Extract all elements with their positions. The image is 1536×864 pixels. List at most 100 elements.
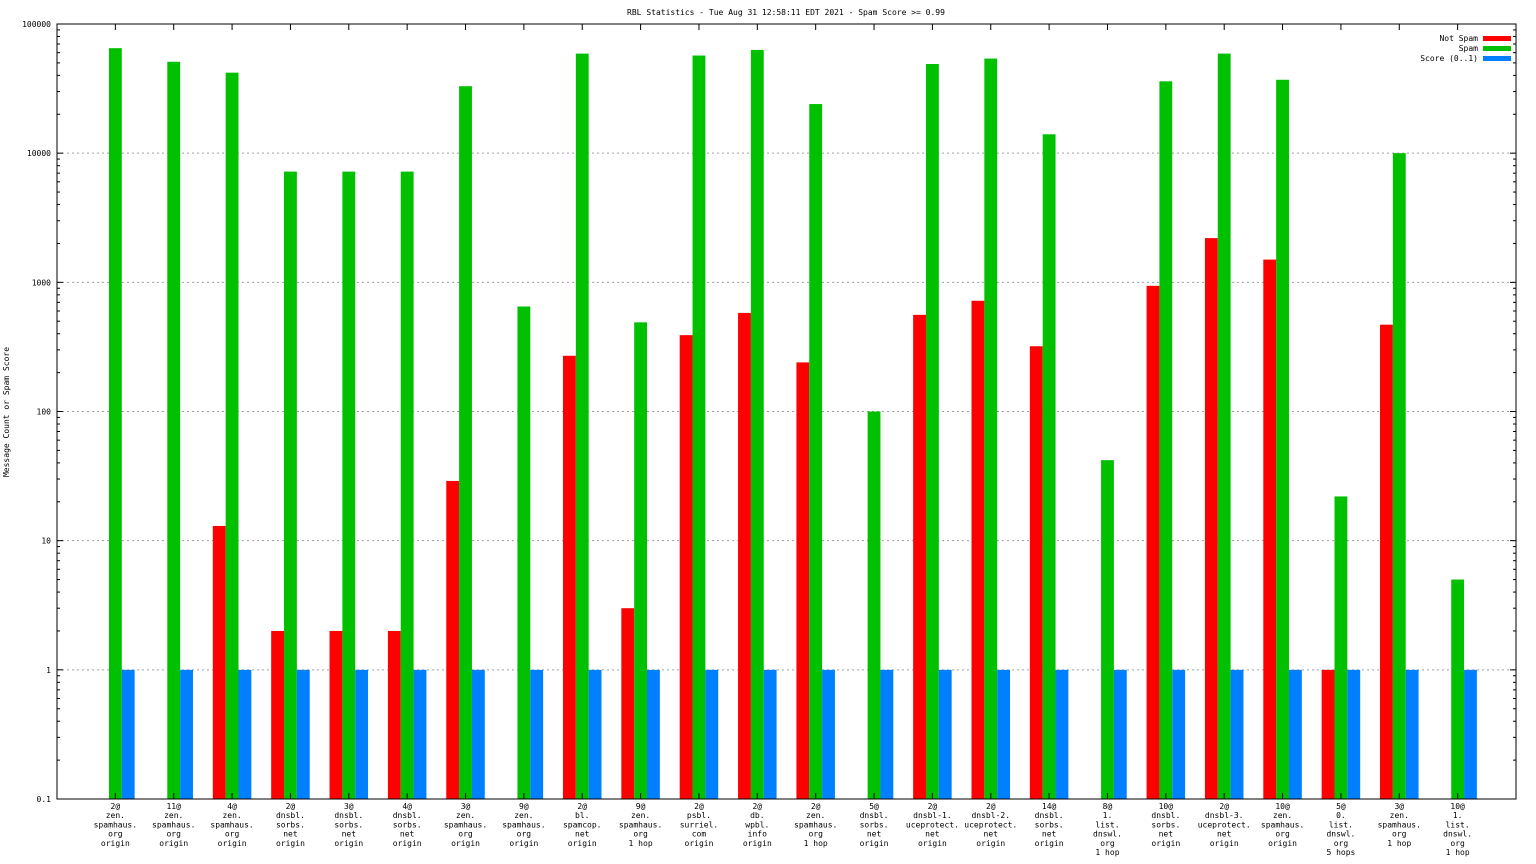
x-tick-label: org <box>1450 839 1465 848</box>
x-tick-label: 8@ <box>1103 802 1113 811</box>
bar <box>1101 460 1114 799</box>
y-tick-label: 10 <box>41 537 51 546</box>
y-tick-label: 100 <box>37 408 52 417</box>
x-tick-label: 2@ <box>752 802 762 811</box>
bar <box>446 480 460 799</box>
x-tick-label: origin <box>159 839 188 848</box>
x-tick-label: org <box>225 830 240 839</box>
x-tick-label: net <box>1042 830 1057 839</box>
bar <box>342 171 356 800</box>
x-tick-label: dnswl. <box>1093 830 1122 839</box>
bar <box>575 53 589 800</box>
bar <box>647 669 660 799</box>
x-tick-label: bl. <box>575 811 589 820</box>
x-tick-label: dnsbl. <box>860 811 889 820</box>
x-tick-label: 2@ <box>286 802 296 811</box>
bar <box>1042 134 1056 799</box>
x-tick-label: 9@ <box>519 802 529 811</box>
x-tick-label: dnsbl. <box>334 811 363 820</box>
bar <box>1405 669 1419 799</box>
x-tick-label: 10@ <box>1275 802 1290 811</box>
bar <box>180 669 193 799</box>
x-tick-label: 3@ <box>1394 802 1404 811</box>
x-tick-label: org <box>108 830 123 839</box>
bar <box>971 300 985 799</box>
bar <box>1217 53 1231 800</box>
bar <box>1159 81 1173 800</box>
bar <box>822 669 835 799</box>
bar <box>530 669 544 799</box>
y-tick-label: 100000 <box>22 20 51 29</box>
x-tick-label: dnswl. <box>1443 830 1472 839</box>
x-tick-label: origin <box>334 839 363 848</box>
x-tick-label: sorbs. <box>334 820 363 829</box>
bar <box>763 669 777 799</box>
x-tick-label: zen. <box>631 811 650 820</box>
x-tick-label: surriel. <box>680 820 719 829</box>
y-tick-label: 1000 <box>32 278 51 287</box>
x-tick-label: origin <box>568 839 597 848</box>
bar <box>1334 496 1348 799</box>
y-tick-label: 0.1 <box>37 795 52 804</box>
x-tick-label: net <box>575 830 590 839</box>
bar <box>997 669 1011 799</box>
y-axis-label: Message Count or Spam Score <box>2 347 11 477</box>
x-tick-label: net <box>1217 830 1232 839</box>
x-tick-label: spamhaus. <box>502 820 545 829</box>
bar <box>1113 669 1127 799</box>
bar <box>588 669 602 799</box>
x-tick-label: org <box>458 830 473 839</box>
bar <box>1146 285 1160 799</box>
bar <box>809 104 823 800</box>
bar <box>271 630 285 799</box>
x-tick-label: origin <box>451 839 480 848</box>
bar <box>212 525 226 799</box>
bar <box>413 669 427 799</box>
bar <box>1276 79 1289 800</box>
legend-swatch <box>1483 46 1511 51</box>
bar <box>679 335 693 799</box>
bar <box>329 630 343 799</box>
x-tick-label: 11@ <box>166 802 181 811</box>
bar <box>387 630 401 799</box>
x-tick-label: origin <box>101 839 130 848</box>
x-tick-label: org <box>1334 839 1349 848</box>
x-tick-label: net <box>984 830 999 839</box>
x-tick-label: psbl. <box>687 811 711 820</box>
x-tick-label: dnsbl. <box>393 811 422 820</box>
x-tick-label: wpbl. <box>745 820 769 829</box>
bar <box>562 355 576 799</box>
x-tick-label: net <box>867 830 882 839</box>
x-tick-label: 2@ <box>577 802 587 811</box>
x-tick-label: spamhaus. <box>444 820 487 829</box>
x-tick-label: uceprotect. <box>1198 820 1251 829</box>
x-tick-label: spamcop. <box>563 820 602 829</box>
x-tick-label: 0. <box>1336 811 1346 820</box>
bar <box>938 669 952 799</box>
x-tick-label: origin <box>1151 839 1180 848</box>
x-tick-label: uceprotect. <box>906 820 959 829</box>
x-tick-label: origin <box>509 839 538 848</box>
x-tick-label: org <box>1275 830 1290 839</box>
x-tick-label: zen. <box>1390 811 1409 820</box>
x-tick-label: list. <box>1329 820 1353 829</box>
x-tick-label: 4@ <box>227 802 237 811</box>
bar <box>1321 669 1335 799</box>
bar <box>925 64 939 799</box>
legend-swatch <box>1483 36 1511 41</box>
x-tick-label: spamhaus. <box>1261 820 1304 829</box>
x-tick-label: com <box>692 830 707 839</box>
x-tick-label: origin <box>276 839 305 848</box>
bar <box>738 312 751 799</box>
x-tick-label: zen. <box>456 811 475 820</box>
bar <box>1380 324 1393 799</box>
bar <box>984 58 998 800</box>
x-tick-label: 2@ <box>694 802 704 811</box>
x-tick-label: origin <box>860 839 889 848</box>
bar <box>517 306 531 799</box>
x-tick-label: net <box>283 830 298 839</box>
bar <box>1172 669 1186 799</box>
x-tick-label: org <box>166 830 181 839</box>
x-tick-label: spamhaus. <box>152 820 195 829</box>
bar <box>108 48 122 800</box>
